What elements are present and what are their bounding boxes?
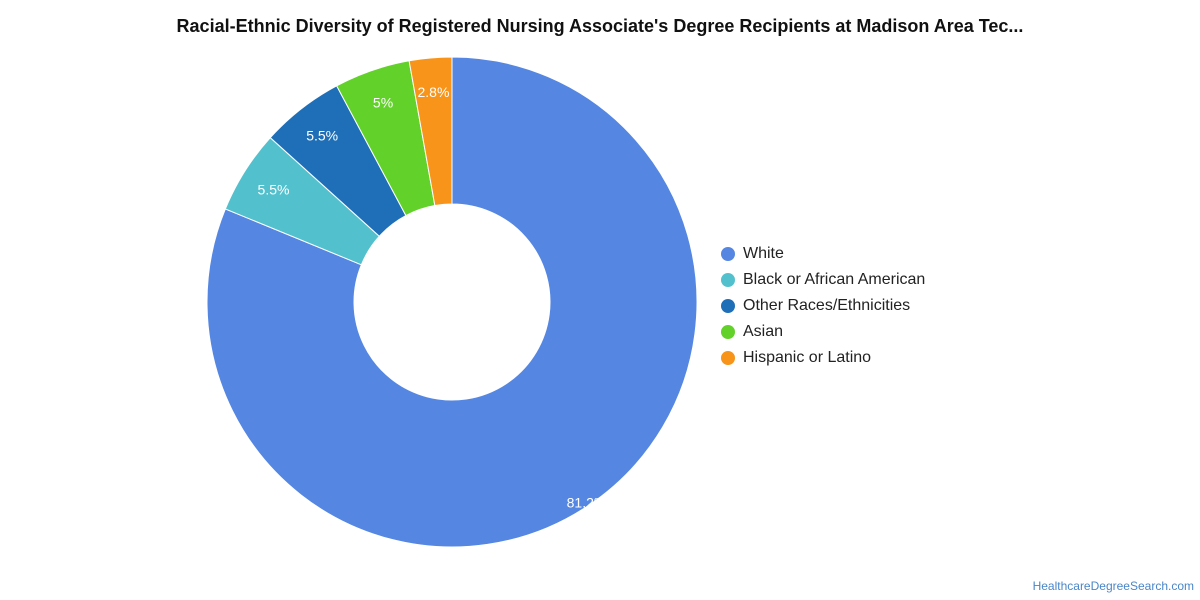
legend-item-other-races-ethnicities[interactable]: Other Races/Ethnicities (721, 293, 925, 319)
slice-label-black-or-african-american: 5.5% (258, 182, 290, 198)
slice-labels: 81.2% 5.5% 5.5% 5% 2.8% (258, 84, 607, 511)
slice-hispanic-or-latino[interactable] (408, 56, 453, 207)
legend-item-hispanic-or-latino[interactable]: Hispanic or Latino (721, 345, 925, 371)
source-link[interactable]: HealthcareDegreeSearch.com (1032, 579, 1194, 593)
chart-title: Racial-Ethnic Diversity of Registered Nu… (176, 16, 1024, 36)
legend-marker (721, 299, 735, 313)
legend-item-black-or-african-american[interactable]: Black or African American (721, 267, 925, 293)
legend: White Black or African American Other Race… (721, 241, 925, 371)
legend-item-white[interactable]: White (721, 241, 925, 267)
legend-label: Hispanic or Latino (743, 349, 872, 366)
legend-marker (721, 351, 735, 365)
legend-marker (721, 325, 735, 339)
slice-label-white: 81.2% (567, 495, 607, 511)
slice-label-hispanic-or-latino: 2.8% (418, 84, 450, 100)
legend-label: Black or African American (743, 271, 926, 288)
legend-marker (721, 273, 735, 287)
slice-label-asian: 5% (373, 95, 393, 111)
slice-white[interactable] (206, 56, 698, 548)
legend-label: White (743, 245, 784, 262)
legend-marker (721, 247, 735, 261)
legend-label: Asian (743, 323, 784, 340)
slices (206, 56, 698, 548)
slice-label-other-races-ethnicities: 5.5% (306, 128, 338, 144)
legend-label: Other Races/Ethnicities (743, 297, 911, 314)
legend-item-asian[interactable]: Asian (721, 319, 925, 345)
